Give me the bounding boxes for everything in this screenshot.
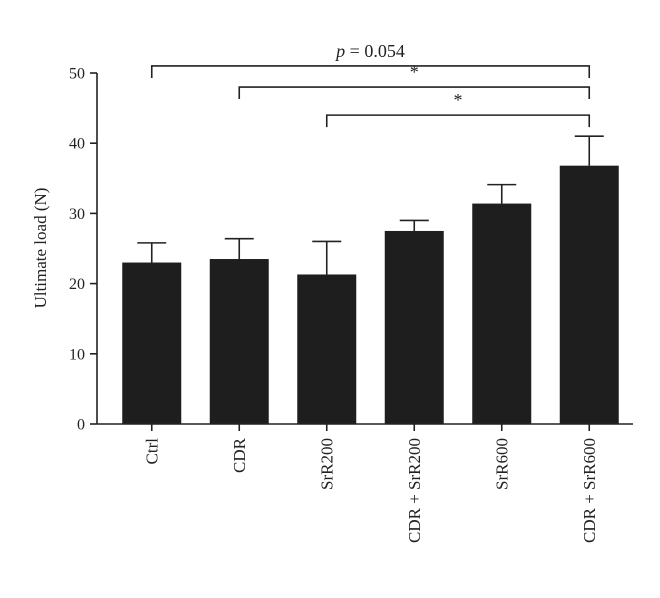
y-tick-label-20: 20: [69, 276, 85, 293]
y-tick-label-40: 40: [69, 136, 85, 153]
error-bars: [137, 135, 604, 275]
x-tick-label-2: SrR200: [317, 438, 336, 490]
bars: [122, 165, 619, 424]
significance-annotations: p = 0.054**: [150, 41, 591, 128]
x-tick-label-1: CDR: [230, 437, 249, 473]
bar-1: [209, 259, 269, 424]
significance-bracket-1: [238, 86, 591, 100]
y-tick-label-10: 10: [69, 346, 85, 363]
x-tick-label-5: CDR + SrR600: [580, 438, 599, 543]
significance-label-1: *: [410, 62, 419, 82]
significance-bracket-2: [325, 114, 591, 128]
axes: 0 10 20 30 40 50 Ctrl CDR SrR200 CDR + SrR200 SrR6…: [69, 66, 633, 543]
significance-label-2: *: [454, 90, 463, 110]
x-tick-label-0: Ctrl: [142, 438, 161, 465]
y-tick-label-50: 50: [69, 66, 85, 83]
y-tick-label-30: 30: [69, 206, 85, 223]
bar-3: [384, 230, 444, 424]
x-tick-label-3: CDR + SrR200: [405, 438, 424, 543]
bar-0: [122, 262, 182, 424]
y-axis-title: Ultimate load (N): [31, 188, 50, 309]
significance-label-0: p = 0.054: [334, 41, 405, 61]
bar-4: [472, 203, 532, 424]
y-tick-label-0: 0: [77, 417, 85, 434]
significance-bracket-0: [150, 65, 591, 78]
bar-2: [297, 274, 357, 424]
x-tick-label-4: SrR600: [492, 438, 511, 490]
bar-5: [559, 165, 619, 424]
